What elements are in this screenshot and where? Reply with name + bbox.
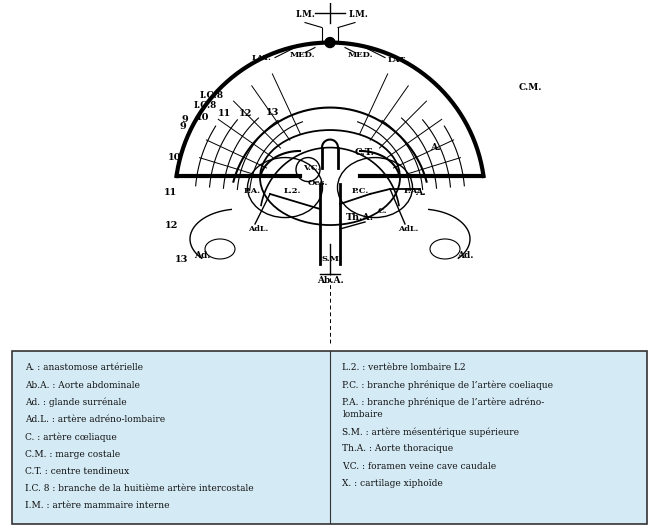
Text: P.A.: P.A. [403, 187, 420, 195]
Text: I.M. : artère mammaire interne: I.M. : artère mammaire interne [24, 501, 169, 510]
Text: A.: A. [414, 188, 426, 197]
Text: 9: 9 [182, 115, 188, 124]
Text: 10: 10 [195, 113, 209, 122]
Text: P.C. : branche phrénique de l’artère coeliaque: P.C. : branche phrénique de l’artère coe… [343, 381, 553, 390]
Text: LAT.: LAT. [388, 56, 408, 64]
Text: MED.: MED. [289, 50, 315, 58]
Text: S.M.: S.M. [321, 255, 343, 263]
Text: V.C. : foramen veine cave caudale: V.C. : foramen veine cave caudale [343, 462, 496, 471]
Text: 12: 12 [165, 221, 179, 230]
Text: Ab.A.: Ab.A. [317, 277, 343, 286]
Text: 13: 13 [176, 255, 189, 264]
Text: 10: 10 [168, 153, 182, 162]
Text: AdL.: AdL. [398, 225, 418, 233]
Text: Oes.: Oes. [308, 179, 328, 187]
Text: P.C.: P.C. [351, 187, 369, 195]
Text: V.C.: V.C. [304, 164, 321, 172]
Text: P.A. : branche phrénique de l’artère adréno-: P.A. : branche phrénique de l’artère adr… [343, 398, 544, 408]
Circle shape [325, 38, 335, 48]
Text: I.C.8: I.C.8 [200, 91, 224, 100]
Text: MED.: MED. [347, 50, 373, 58]
Text: 13: 13 [265, 108, 279, 117]
Text: C.M.: C.M. [518, 83, 542, 92]
Text: Ad.L. : artère adréno-lombaire: Ad.L. : artère adréno-lombaire [24, 415, 165, 424]
Text: S.M. : artère mésentérique supérieure: S.M. : artère mésentérique supérieure [343, 427, 519, 437]
Text: Ad. : glande surrénale: Ad. : glande surrénale [24, 398, 126, 408]
Text: I.C. 8 : branche de la huitième artère intercostale: I.C. 8 : branche de la huitième artère i… [24, 484, 253, 493]
Text: LAT.: LAT. [252, 54, 272, 61]
Text: Ad.: Ad. [457, 251, 473, 260]
Text: C.T.: C.T. [355, 148, 375, 157]
Text: Th.A.: Th.A. [346, 213, 374, 222]
Text: 11: 11 [164, 188, 177, 197]
Text: L.2. : vertèbre lombaire L2: L.2. : vertèbre lombaire L2 [343, 364, 466, 373]
Text: C.M. : marge costale: C.M. : marge costale [24, 449, 119, 458]
Text: I.M.: I.M. [348, 10, 368, 19]
Text: P.A.: P.A. [244, 187, 261, 195]
Text: 9: 9 [180, 122, 187, 131]
Text: I.C.8: I.C.8 [193, 101, 216, 110]
Text: AdL.: AdL. [248, 225, 268, 233]
Text: 12: 12 [238, 109, 252, 118]
Text: I.M.: I.M. [295, 10, 315, 19]
Text: A. : anastomose artérielle: A. : anastomose artérielle [24, 364, 143, 373]
Text: Ab.A. : Aorte abdominale: Ab.A. : Aorte abdominale [24, 381, 139, 390]
Text: Th.A. : Aorte thoracique: Th.A. : Aorte thoracique [343, 444, 453, 453]
Text: Ad.: Ad. [194, 251, 211, 260]
Text: lombaire: lombaire [343, 410, 383, 419]
Text: X. : cartilage xiphoïde: X. : cartilage xiphoïde [343, 479, 443, 488]
Text: 11: 11 [218, 109, 231, 118]
Text: C.: C. [378, 207, 387, 215]
Text: L.2.: L.2. [283, 187, 301, 195]
Text: C. : artère cœliaque: C. : artère cœliaque [24, 432, 116, 442]
Text: C.T. : centre tendineux: C.T. : centre tendineux [24, 467, 129, 476]
Text: A.: A. [430, 143, 440, 152]
